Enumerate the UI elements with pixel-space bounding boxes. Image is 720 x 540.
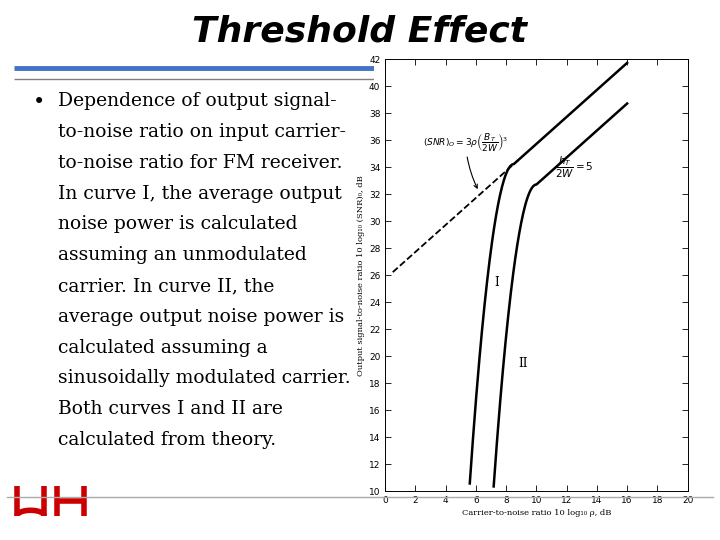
Text: calculated from theory.: calculated from theory. bbox=[58, 431, 276, 449]
Text: •: • bbox=[32, 92, 45, 112]
Text: assuming an unmodulated: assuming an unmodulated bbox=[58, 246, 306, 264]
Text: carrier. In curve II, the: carrier. In curve II, the bbox=[58, 277, 274, 295]
Text: noise power is calculated: noise power is calculated bbox=[58, 215, 297, 233]
Text: Threshold Effect: Threshold Effect bbox=[192, 14, 528, 48]
Y-axis label: Output signal-to-noise ratio 10 log₁₀ (SNR)₀, dB: Output signal-to-noise ratio 10 log₁₀ (S… bbox=[356, 175, 364, 376]
Text: to-noise ratio on input carrier-: to-noise ratio on input carrier- bbox=[58, 123, 346, 141]
Text: sinusoidally modulated carrier.: sinusoidally modulated carrier. bbox=[58, 369, 350, 387]
Text: $\dfrac{h_T}{2W} = 5$: $\dfrac{h_T}{2W} = 5$ bbox=[554, 155, 593, 180]
Text: average output noise power is: average output noise power is bbox=[58, 308, 344, 326]
Text: $(SNR)_O = 3\rho\left(\dfrac{B_T}{2W}\right)^{\!3}$: $(SNR)_O = 3\rho\left(\dfrac{B_T}{2W}\ri… bbox=[423, 132, 508, 188]
Text: II: II bbox=[518, 356, 528, 370]
Text: Dependence of output signal-: Dependence of output signal- bbox=[58, 92, 336, 110]
X-axis label: Carrier-to-noise ratio 10 log₁₀ ρ, dB: Carrier-to-noise ratio 10 log₁₀ ρ, dB bbox=[462, 509, 611, 517]
Text: calculated assuming a: calculated assuming a bbox=[58, 339, 267, 356]
Text: to-noise ratio for FM receiver.: to-noise ratio for FM receiver. bbox=[58, 154, 342, 172]
Text: In curve I, the average output: In curve I, the average output bbox=[58, 185, 341, 202]
Text: Both curves I and II are: Both curves I and II are bbox=[58, 400, 282, 418]
Text: I: I bbox=[494, 275, 499, 289]
